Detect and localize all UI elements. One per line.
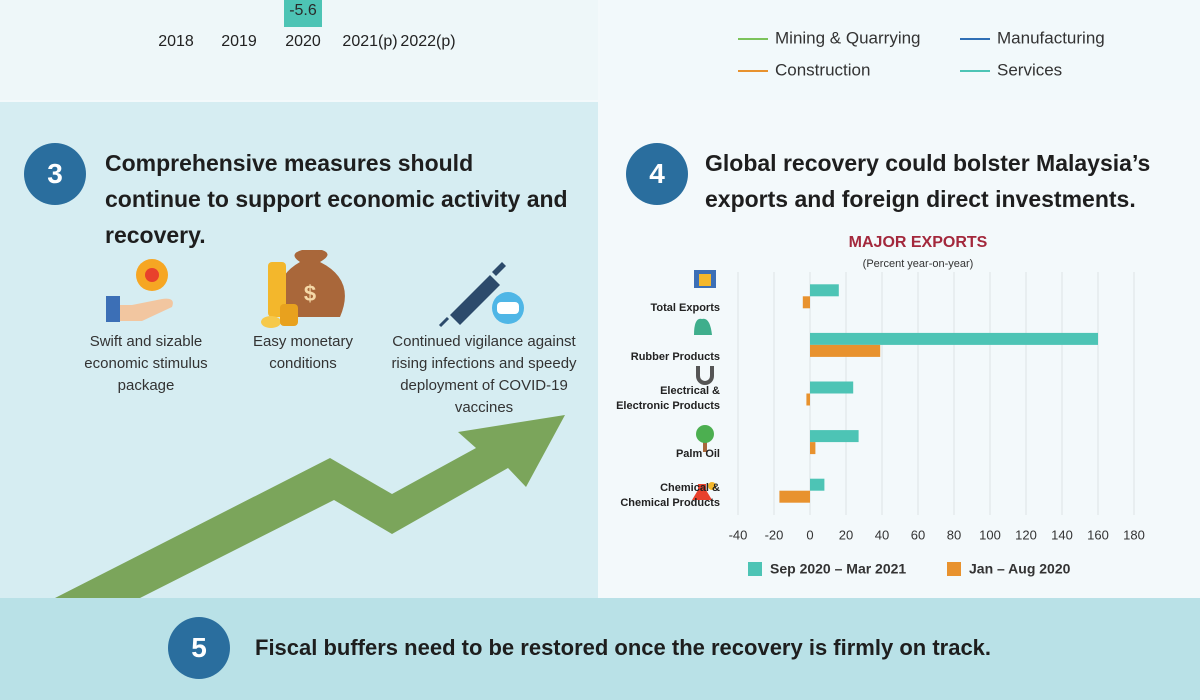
y-tick-label: Chemical & Chemical Products [620, 481, 720, 509]
legend-swatch [748, 562, 762, 576]
panel [600, 102, 1200, 598]
legend-label: Manufacturing [997, 28, 1105, 47]
item-caption: Easy monetary conditions [252, 333, 354, 372]
panel [600, 0, 1200, 100]
bar [810, 381, 854, 394]
icon-magnet [696, 366, 714, 385]
bar [810, 284, 839, 297]
item-caption: Swift and sizable economic stimulus pack… [84, 333, 208, 394]
x-tick-label: 160 [1087, 527, 1109, 542]
legend-label: Construction [775, 60, 870, 79]
section-heading: Comprehensive measures should continue t… [105, 150, 568, 248]
y-tick-label: Electrical & Electronic Products [616, 384, 720, 412]
bar [284, 0, 322, 27]
bar [810, 478, 825, 491]
section-number: 5 [168, 617, 230, 679]
icon-flask [692, 482, 716, 500]
section-number: 3 [24, 143, 86, 205]
section-heading: Global recovery could bolster Malaysia’s… [705, 150, 1151, 212]
section-heading: Fiscal buffers need to be restored once … [255, 635, 992, 660]
bar [779, 490, 810, 503]
y-tick-label: Total Exports [650, 302, 720, 315]
legend-label: Services [997, 60, 1062, 79]
growth-arrow [55, 415, 565, 598]
x-tick-label: 2018 [158, 33, 194, 50]
legend-label: Mining & Quarrying [775, 28, 921, 47]
icon-stimulus [106, 259, 173, 322]
icon-money: $ [261, 250, 345, 328]
x-tick-label: 180 [1123, 527, 1145, 542]
x-tick-label: 2020 [285, 33, 321, 50]
x-tick-label: 2019 [221, 33, 257, 50]
bar [802, 296, 810, 309]
x-tick-label: 140 [1051, 527, 1073, 542]
x-tick-label: 2022(p) [400, 33, 455, 50]
x-tick-label: 0 [806, 527, 813, 542]
bar [810, 344, 881, 357]
chart-title: MAJOR EXPORTS [849, 234, 988, 251]
icon-vaccine [438, 262, 524, 328]
bar [810, 430, 859, 443]
section-number: 4 [626, 143, 688, 205]
x-tick-label: -40 [729, 527, 748, 542]
x-tick-label: 2021(p) [342, 33, 397, 50]
value-label: -5.6 [289, 2, 317, 19]
x-tick-label: 120 [1015, 527, 1037, 542]
x-tick-label: 20 [839, 527, 853, 542]
icon-box [694, 270, 716, 288]
x-tick-label: 100 [979, 527, 1001, 542]
legend-swatch [947, 562, 961, 576]
icon-palm [696, 425, 714, 452]
item-caption: Continued vigilance against rising infec… [391, 333, 577, 416]
bar [806, 393, 810, 406]
bar [810, 442, 816, 455]
legend-label: Jan – Aug 2020 [969, 561, 1071, 577]
x-tick-label: 60 [911, 527, 925, 542]
legend-label: Sep 2020 – Mar 2021 [770, 561, 906, 577]
y-tick-label: Rubber Products [630, 350, 720, 363]
chart-subtitle: (Percent year-on-year) [863, 258, 974, 270]
x-tick-label: 80 [947, 527, 961, 542]
svg-text:$: $ [304, 281, 316, 306]
x-tick-label: -20 [765, 527, 784, 542]
x-tick-label: 40 [875, 527, 889, 542]
icon-gloves [694, 318, 712, 335]
bar [810, 332, 1098, 345]
y-tick-label: Palm Oil [675, 448, 720, 461]
